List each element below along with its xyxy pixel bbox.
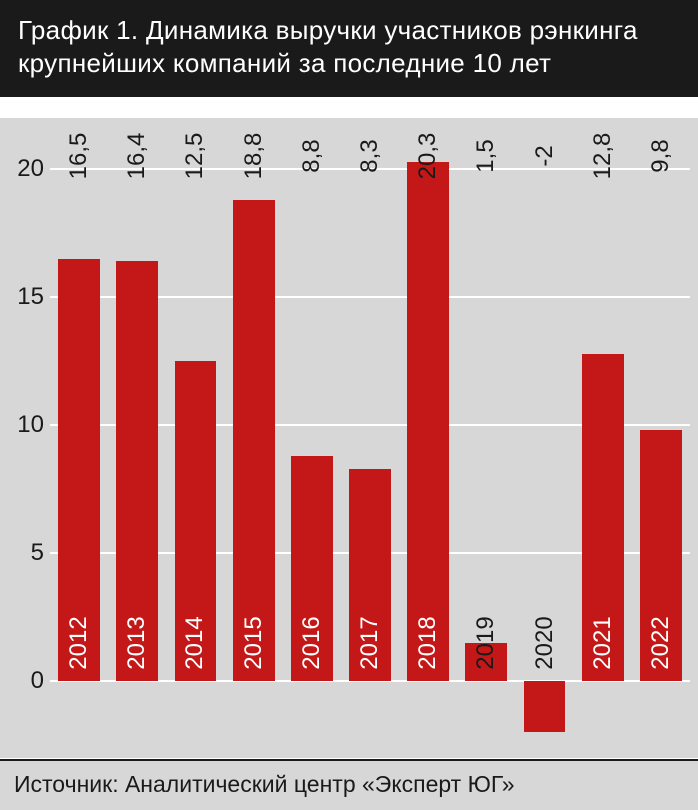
y-axis-tick: 0	[4, 667, 44, 695]
bar-year-label: 2017	[356, 613, 384, 673]
bar-year-label: 2014	[181, 613, 209, 673]
bar-year-label: 2021	[589, 613, 617, 673]
y-axis-tick: 20	[4, 155, 44, 183]
bar-value-label: 1,5	[472, 126, 500, 186]
bar-value-label: 8,8	[298, 126, 326, 186]
y-axis-tick: 5	[4, 539, 44, 567]
chart-plot: 16,5 2012 16,4 2013 12,5 2014 18,8 2015 8,8 2016 8…	[50, 118, 690, 758]
bar	[524, 681, 566, 732]
bar-value-label: 20,3	[414, 126, 442, 186]
bar	[407, 162, 449, 682]
bar-value-label: 8,3	[356, 126, 384, 186]
bar-value-label: -2	[531, 126, 559, 186]
bar-year-label: 2016	[298, 613, 326, 673]
bar-year-label: 2020	[531, 613, 559, 673]
y-axis-tick: 15	[4, 283, 44, 311]
chart-title: График 1. Динамика выручки участников рэ…	[0, 0, 698, 97]
chart-area: 16,5201216,4201312,5201418,820158,820168…	[0, 118, 698, 758]
bar-year-label: 2019	[472, 613, 500, 673]
bar-value-label: 16,4	[123, 126, 151, 186]
chart-source: Источник: Аналитический центр «Эксперт Ю…	[0, 759, 698, 810]
bar-year-label: 2013	[123, 613, 151, 673]
bar	[233, 200, 275, 681]
bar-value-label: 12,5	[181, 126, 209, 186]
y-axis-tick: 10	[4, 411, 44, 439]
bar-value-label: 16,5	[65, 126, 93, 186]
bar-year-label: 2022	[647, 613, 675, 673]
bar-year-label: 2015	[240, 613, 268, 673]
bar-value-label: 18,8	[240, 126, 268, 186]
bar-year-label: 2012	[65, 613, 93, 673]
bar-value-label: 12,8	[589, 126, 617, 186]
bar-value-label: 9,8	[647, 126, 675, 186]
bar-year-label: 2018	[414, 613, 442, 673]
